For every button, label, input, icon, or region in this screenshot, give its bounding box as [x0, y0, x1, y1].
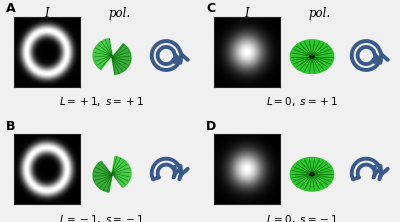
Polygon shape: [112, 157, 131, 187]
Polygon shape: [93, 39, 112, 69]
Text: $L=+1,\ s=+1$: $L=+1,\ s=+1$: [60, 95, 144, 109]
Text: A: A: [6, 2, 16, 15]
Ellipse shape: [290, 40, 334, 73]
Text: $L=0,\ s=-1$: $L=0,\ s=-1$: [266, 213, 338, 222]
Text: I: I: [44, 7, 48, 20]
Text: $L=0,\ s=+1$: $L=0,\ s=+1$: [266, 95, 338, 109]
Polygon shape: [93, 162, 112, 192]
Polygon shape: [112, 44, 131, 74]
Text: I: I: [244, 7, 248, 20]
Text: pol.: pol.: [109, 7, 131, 20]
Ellipse shape: [310, 55, 314, 58]
Text: C: C: [206, 2, 215, 15]
Ellipse shape: [310, 173, 314, 176]
Text: D: D: [206, 120, 216, 133]
Text: pol.: pol.: [309, 7, 331, 20]
Ellipse shape: [290, 157, 334, 191]
Text: B: B: [6, 120, 16, 133]
Text: $L=-1,\ s=-1$: $L=-1,\ s=-1$: [60, 213, 144, 222]
